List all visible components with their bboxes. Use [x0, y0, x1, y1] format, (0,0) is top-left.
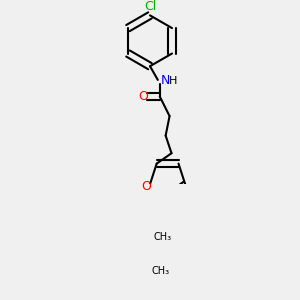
Text: O: O — [139, 90, 148, 103]
Text: CH₃: CH₃ — [153, 232, 171, 242]
Text: Cl: Cl — [144, 0, 156, 13]
Text: O: O — [141, 180, 151, 193]
Text: N: N — [161, 74, 170, 87]
Text: CH₃: CH₃ — [152, 266, 170, 276]
Text: H: H — [169, 76, 177, 86]
